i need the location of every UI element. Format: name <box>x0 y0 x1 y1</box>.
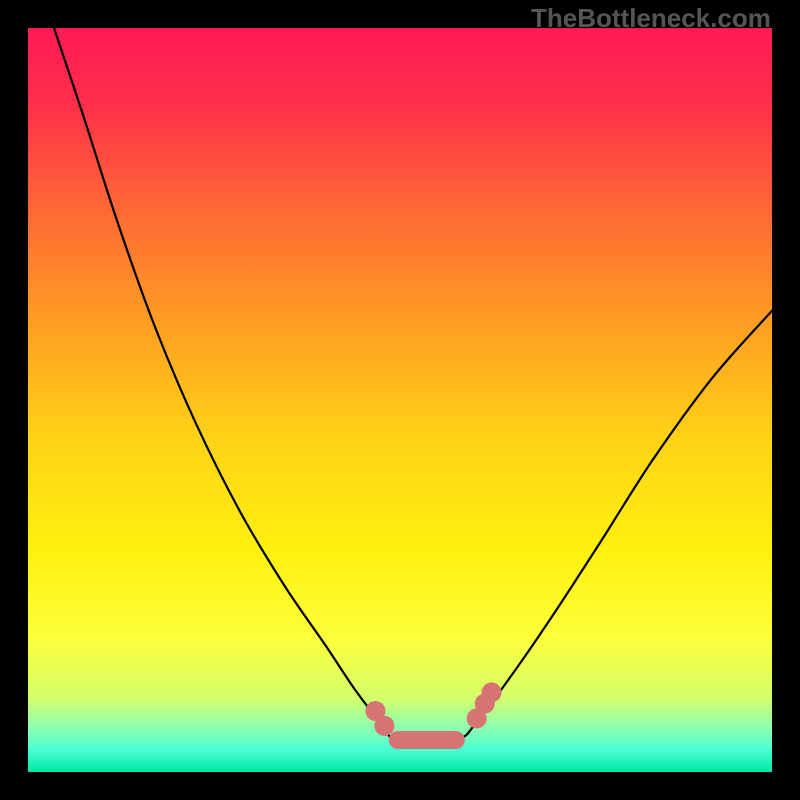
highlight-markers <box>28 28 772 772</box>
chart-frame: TheBottleneck.com <box>0 0 800 800</box>
watermark-text: TheBottleneck.com <box>531 3 771 34</box>
plot-area <box>28 28 772 772</box>
bottleneck-curve <box>28 28 772 772</box>
